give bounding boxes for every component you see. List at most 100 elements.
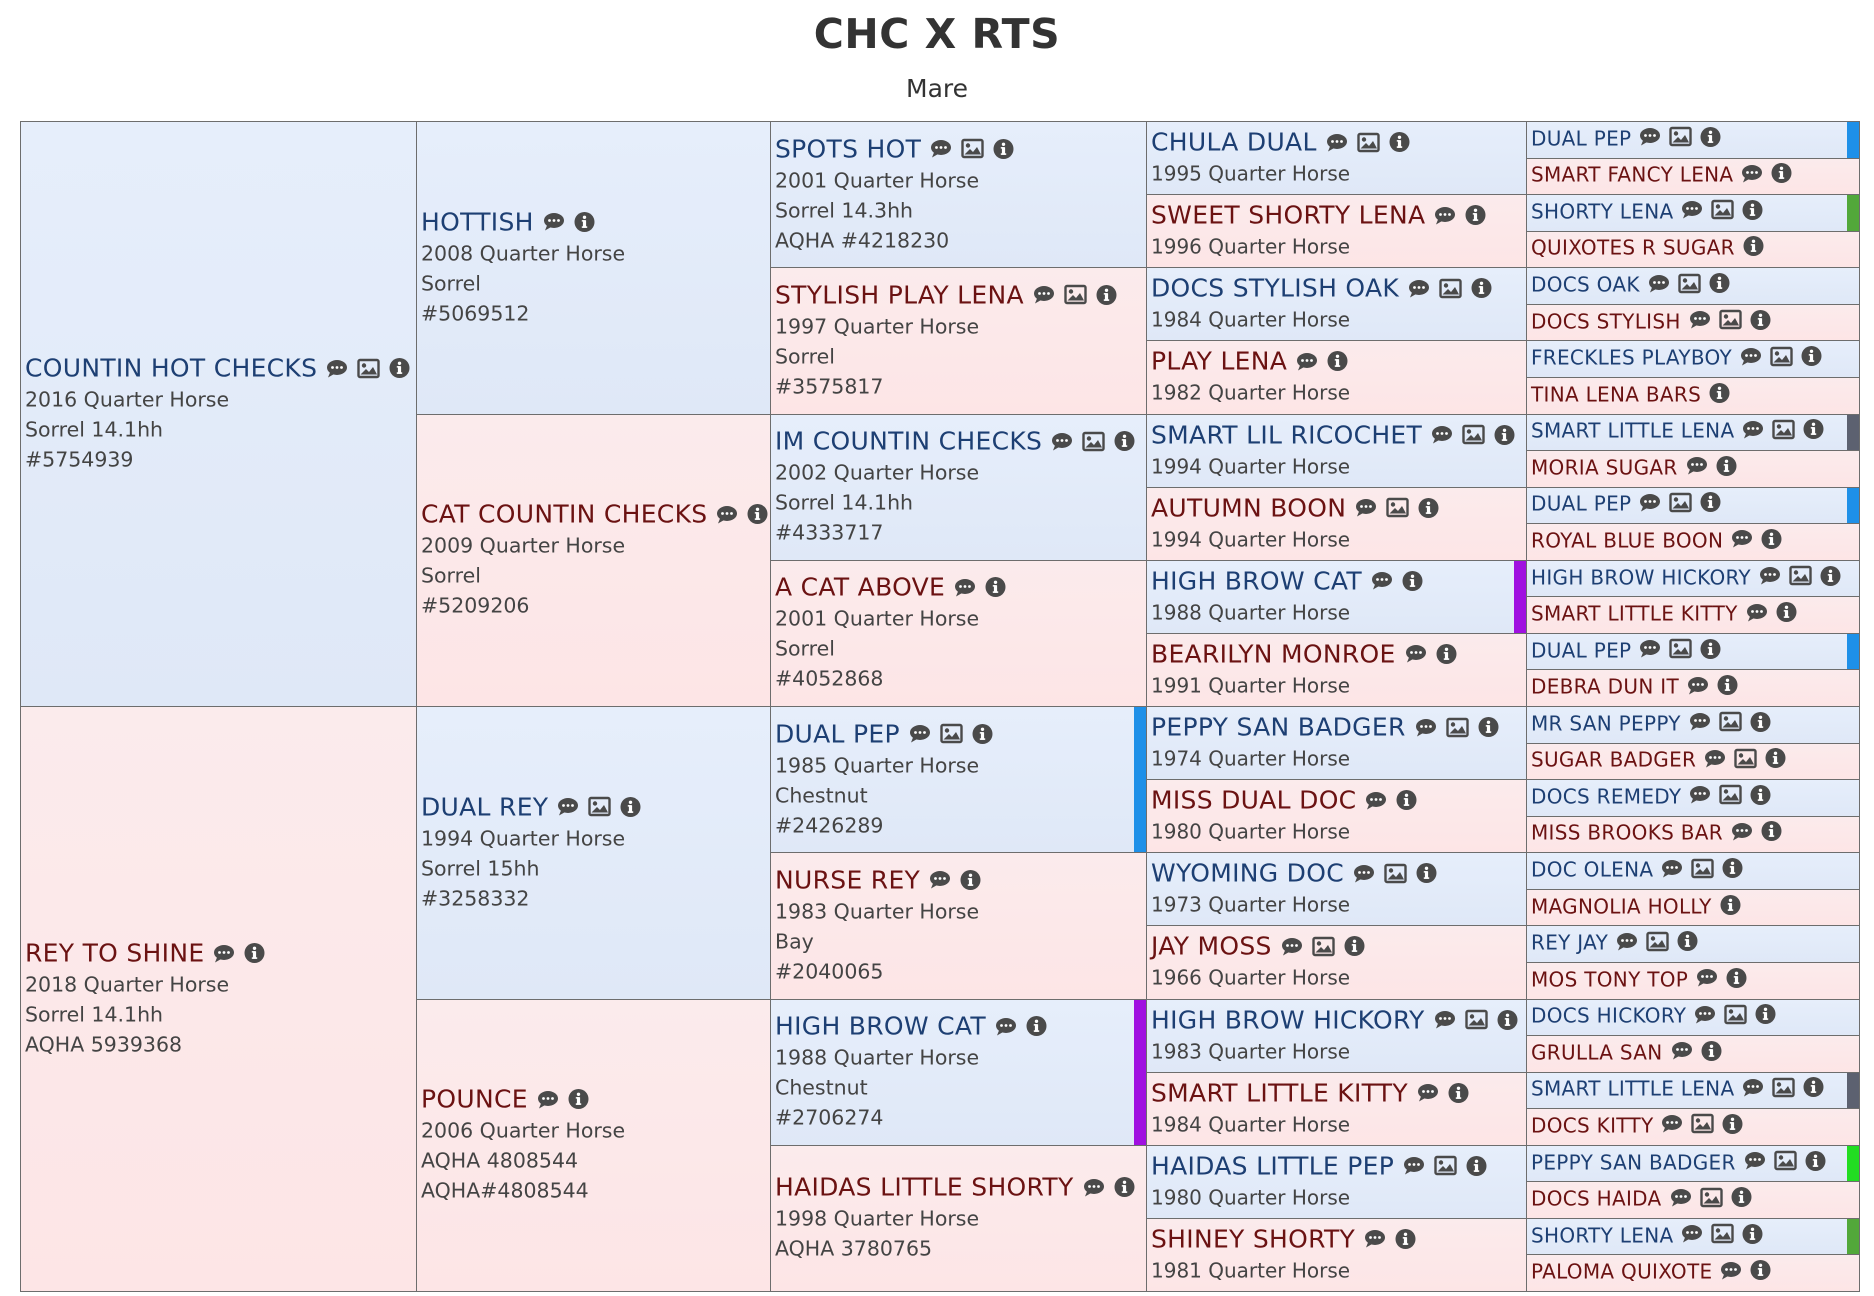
info-icon[interactable]	[1700, 126, 1721, 151]
comment-icon[interactable]	[1408, 278, 1430, 302]
horse-name-link[interactable]: CHULA DUAL	[1151, 127, 1317, 157]
image-icon[interactable]	[1770, 346, 1793, 370]
info-icon[interactable]	[985, 577, 1006, 602]
info-icon[interactable]	[1765, 748, 1786, 773]
info-icon[interactable]	[1389, 132, 1410, 157]
horse-name-link[interactable]: SMART LITTLE KITTY	[1531, 601, 1738, 626]
image-icon[interactable]	[1711, 1223, 1735, 1248]
horse-name-link[interactable]: DOCS REMEDY	[1531, 784, 1682, 809]
horse-name-link[interactable]: MR SAN PEPPY	[1531, 711, 1681, 736]
image-icon[interactable]	[1439, 278, 1462, 302]
horse-name-link[interactable]: MORIA SUGAR	[1531, 455, 1678, 480]
info-icon[interactable]	[1801, 346, 1822, 371]
info-icon[interactable]	[1750, 711, 1771, 736]
comment-icon[interactable]	[1694, 1004, 1716, 1028]
image-icon[interactable]	[1669, 492, 1693, 516]
info-icon[interactable]	[1771, 163, 1792, 188]
comment-icon[interactable]	[1371, 571, 1393, 595]
image-icon[interactable]	[1082, 431, 1105, 455]
horse-name-link[interactable]: CAT COUNTIN CHECKS	[421, 499, 708, 529]
horse-name-link[interactable]: IM COUNTIN CHECKS	[775, 426, 1043, 456]
info-icon[interactable]	[1418, 497, 1439, 522]
comment-icon[interactable]	[1434, 205, 1456, 229]
comment-icon[interactable]	[543, 212, 565, 236]
horse-name-link[interactable]: SHORTY LENA	[1531, 199, 1674, 224]
image-icon[interactable]	[1691, 858, 1715, 882]
comment-icon[interactable]	[1740, 346, 1762, 370]
comment-icon[interactable]	[1746, 602, 1768, 626]
image-icon[interactable]	[1445, 717, 1469, 741]
image-icon[interactable]	[1772, 419, 1796, 443]
comment-icon[interactable]	[1353, 863, 1375, 887]
image-icon[interactable]	[1312, 936, 1335, 960]
comment-icon[interactable]	[909, 724, 931, 748]
image-icon[interactable]	[1064, 285, 1087, 309]
horse-name-link[interactable]: A CAT ABOVE	[775, 572, 946, 602]
info-icon[interactable]	[1761, 821, 1782, 846]
info-icon[interactable]	[1726, 967, 1747, 992]
comment-icon[interactable]	[1405, 644, 1427, 668]
horse-name-link[interactable]: SMART LITTLE KITTY	[1151, 1078, 1408, 1108]
info-icon[interactable]	[1750, 309, 1771, 334]
info-icon[interactable]	[1478, 717, 1499, 742]
image-icon[interactable]	[1356, 132, 1380, 156]
info-icon[interactable]	[993, 138, 1014, 163]
info-icon[interactable]	[1701, 1040, 1722, 1065]
horse-name-link[interactable]: SPOTS HOT	[775, 134, 922, 164]
info-icon[interactable]	[1677, 931, 1698, 956]
info-icon[interactable]	[1717, 675, 1738, 700]
horse-name-link[interactable]: DOCS KITTY	[1531, 1113, 1654, 1138]
comment-icon[interactable]	[1720, 1260, 1742, 1284]
info-icon[interactable]	[1471, 278, 1492, 303]
horse-name-link[interactable]: GRULLA SAN	[1531, 1040, 1663, 1065]
info-icon[interactable]	[1416, 863, 1437, 888]
horse-name-link[interactable]: DOC OLENA	[1531, 857, 1654, 882]
image-icon[interactable]	[940, 723, 963, 748]
comment-icon[interactable]	[213, 943, 235, 967]
info-icon[interactable]	[1742, 1223, 1763, 1248]
comment-icon[interactable]	[1686, 456, 1708, 480]
image-icon[interactable]	[1699, 1187, 1723, 1211]
comment-icon[interactable]	[1639, 639, 1661, 663]
image-icon[interactable]	[1719, 712, 1742, 736]
horse-name-link[interactable]: AUTUMN BOON	[1151, 493, 1347, 523]
horse-name-link[interactable]: QUIXOTES R SUGAR	[1531, 235, 1735, 260]
horse-name-link[interactable]: MOS TONY TOP	[1531, 967, 1689, 992]
horse-name-link[interactable]: HIGH BROW HICKORY	[1531, 565, 1751, 590]
info-icon[interactable]	[1709, 273, 1730, 298]
comment-icon[interactable]	[929, 870, 951, 894]
horse-name-link[interactable]: HAIDAS LITTLE PEP	[1151, 1151, 1395, 1181]
image-icon[interactable]	[588, 797, 612, 821]
info-icon[interactable]	[1436, 643, 1457, 668]
image-icon[interactable]	[1711, 200, 1735, 224]
horse-name-link[interactable]: BEARILYN MONROE	[1151, 639, 1396, 669]
info-icon[interactable]	[1396, 790, 1417, 815]
info-icon[interactable]	[1709, 382, 1730, 407]
image-icon[interactable]	[1724, 1004, 1747, 1028]
comment-icon[interactable]	[326, 358, 348, 382]
info-icon[interactable]	[1026, 1016, 1047, 1041]
info-icon[interactable]	[1344, 936, 1365, 961]
horse-name-link[interactable]: DEBRA DUN IT	[1531, 674, 1679, 699]
horse-name-link[interactable]: DUAL REY	[421, 792, 549, 822]
horse-name-link[interactable]: HIGH BROW HICKORY	[1151, 1005, 1425, 1035]
horse-name-link[interactable]: TINA LENA BARS	[1531, 382, 1702, 407]
info-icon[interactable]	[1497, 1009, 1518, 1034]
info-icon[interactable]	[1722, 1113, 1743, 1138]
info-icon[interactable]	[1114, 431, 1135, 456]
comment-icon[interactable]	[1415, 717, 1437, 741]
comment-icon[interactable]	[1731, 821, 1753, 845]
comment-icon[interactable]	[1434, 1010, 1456, 1034]
comment-icon[interactable]	[1681, 200, 1703, 224]
comment-icon[interactable]	[1731, 529, 1753, 553]
image-icon[interactable]	[1669, 638, 1693, 663]
comment-icon[interactable]	[1296, 351, 1318, 375]
comment-icon[interactable]	[1742, 419, 1764, 443]
horse-name-link[interactable]: MAGNOLIA HOLLY	[1531, 894, 1712, 919]
image-icon[interactable]	[1434, 1156, 1457, 1180]
comment-icon[interactable]	[1364, 1229, 1386, 1253]
image-icon[interactable]	[961, 138, 984, 163]
image-icon[interactable]	[1718, 309, 1742, 334]
info-icon[interactable]	[972, 723, 993, 748]
horse-name-link[interactable]: REY JAY	[1531, 930, 1609, 955]
